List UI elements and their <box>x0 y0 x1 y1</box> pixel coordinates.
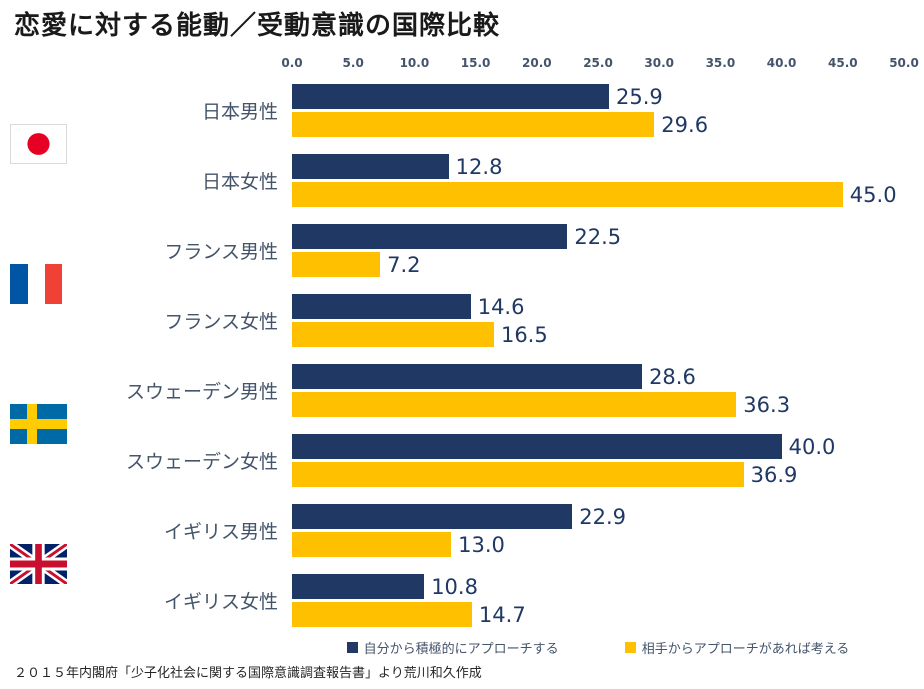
chart-title: 恋愛に対する能動／受動意識の国際比較 <box>14 11 501 41</box>
chart-row: フランス男性 22.5 7.2 <box>0 216 924 286</box>
value-label: 14.7 <box>478 602 526 627</box>
france-flag-icon <box>10 264 62 304</box>
bar-active <box>292 84 610 110</box>
value-label: 28.6 <box>649 364 696 389</box>
japan-flag-icon <box>10 124 67 164</box>
value-label: 13.0 <box>458 532 505 557</box>
chart-row: 日本女性 12.8 45.0 <box>0 146 924 216</box>
category-label: スウェーデン男性 <box>125 381 278 404</box>
bar-active <box>292 574 425 600</box>
bar-line: 28.6 <box>292 363 904 390</box>
x-axis-tick: 40.0 <box>766 55 797 70</box>
bar-passive <box>292 532 452 558</box>
chart-row: イギリス女性 10.8 14.7 <box>0 566 924 636</box>
chart-row: 日本男性 25.9 29.6 <box>0 76 924 146</box>
value-label: 22.5 <box>574 224 622 249</box>
x-axis-tick: 5.0 <box>342 55 364 70</box>
category-label: イギリス男性 <box>163 521 278 544</box>
bar-line: 45.0 <box>292 181 904 208</box>
category-label: フランス男性 <box>164 241 278 264</box>
chart-row: スウェーデン女性 40.0 36.9 <box>0 426 924 496</box>
bar-line: 16.5 <box>292 321 904 348</box>
bar-line: 36.3 <box>292 391 904 418</box>
uk-flag-icon <box>10 544 67 584</box>
value-label: 22.9 <box>579 504 627 529</box>
source-note: ２０１５年内閣府「少子化社会に関する国際意識調査報告書」より荒川和久作成 <box>14 666 482 681</box>
legend-item-passive: 相手からアプローチがあれば考える <box>624 638 850 657</box>
bar-active <box>292 364 643 390</box>
bar-line: 40.0 <box>292 433 904 460</box>
x-axis-tick: 10.0 <box>399 55 430 70</box>
value-label: 45.0 <box>849 182 897 207</box>
value-label: 25.9 <box>616 84 663 109</box>
legend-swatch-passive <box>624 641 636 653</box>
bar-passive <box>292 112 655 138</box>
value-label: 12.8 <box>455 154 503 179</box>
value-label: 10.8 <box>431 574 478 599</box>
bar-passive <box>292 322 494 348</box>
x-axis-tick: 35.0 <box>705 55 736 70</box>
bar-line: 10.8 <box>292 573 904 600</box>
legend-swatch-active <box>346 641 358 653</box>
x-axis: 0.0 5.0 10.0 15.0 20.0 25.0 30.0 35.0 40.0 45.0 50… <box>281 52 918 76</box>
bar-group: 22.5 7.2 <box>292 222 904 279</box>
sweden-flag-icon <box>10 404 67 444</box>
bar-group: 40.0 36.9 <box>292 432 904 489</box>
x-axis-tick: 30.0 <box>644 55 674 70</box>
bar-active <box>292 154 449 180</box>
bar-passive <box>292 392 737 418</box>
bar-passive <box>292 462 744 488</box>
value-label: 36.3 <box>743 392 791 417</box>
bar-line: 25.9 <box>292 83 904 110</box>
bar-passive <box>292 602 472 628</box>
value-label: 7.2 <box>387 252 421 277</box>
legend-item-active: 自分から積極的にアプローチする <box>346 638 559 657</box>
chart-row: スウェーデン男性 28.6 36.3 <box>0 356 924 426</box>
category-label: イギリス女性 <box>163 591 278 614</box>
bar-passive <box>292 182 843 208</box>
bar-group: 25.9 29.6 <box>292 82 904 139</box>
bar-line: 36.9 <box>292 461 904 488</box>
value-label: 29.6 <box>661 112 709 137</box>
bar-active <box>292 224 568 250</box>
x-axis-tick: 20.0 <box>521 55 552 70</box>
bar-line: 29.6 <box>292 111 904 138</box>
chart-row: イギリス男性 22.9 13.0 <box>0 496 924 566</box>
bar-line: 22.5 <box>292 223 904 250</box>
legend-label-active: 自分から積極的にアプローチする <box>363 641 559 657</box>
bar-line: 12.8 <box>292 153 904 180</box>
bar-line: 22.9 <box>292 503 904 530</box>
category-label: 日本女性 <box>201 171 278 194</box>
bar-group: 10.8 14.7 <box>292 572 904 629</box>
bar-group: 28.6 36.3 <box>292 362 904 419</box>
bar-group: 22.9 13.0 <box>292 502 904 559</box>
x-axis-tick: 45.0 <box>827 55 858 70</box>
legend: 自分から積極的にアプローチする 相手からアプローチがあれば考える <box>292 638 904 657</box>
x-axis-tick: 25.0 <box>583 55 613 70</box>
value-label: 40.0 <box>788 434 836 459</box>
legend-label-passive: 相手からアプローチがあれば考える <box>641 641 850 657</box>
value-label: 36.9 <box>750 462 798 487</box>
bar-group: 14.6 16.5 <box>292 292 904 349</box>
bar-passive <box>292 252 381 278</box>
bar-chart: 日本男性 25.9 29.6 日本女性 12.8 45.0 フランス男性 22.5 7.2 フラン… <box>0 76 924 636</box>
value-label: 14.6 <box>477 294 525 319</box>
chart-row: フランス女性 14.6 16.5 <box>0 286 924 356</box>
category-label: フランス女性 <box>164 311 278 334</box>
x-axis-tick: 50.0 <box>889 55 919 70</box>
category-label: 日本男性 <box>201 101 278 124</box>
bar-active <box>292 434 782 460</box>
value-label: 16.5 <box>500 322 548 347</box>
bar-line: 14.7 <box>292 601 904 628</box>
bar-line: 13.0 <box>292 531 904 558</box>
bar-active <box>292 294 471 320</box>
x-axis-tick: 15.0 <box>460 55 491 70</box>
bar-group: 12.8 45.0 <box>292 152 904 209</box>
bar-active <box>292 504 573 530</box>
category-label: スウェーデン女性 <box>125 451 278 474</box>
bar-line: 14.6 <box>292 293 904 320</box>
bar-line: 7.2 <box>292 251 904 278</box>
x-axis-tick: 0.0 <box>281 55 303 70</box>
